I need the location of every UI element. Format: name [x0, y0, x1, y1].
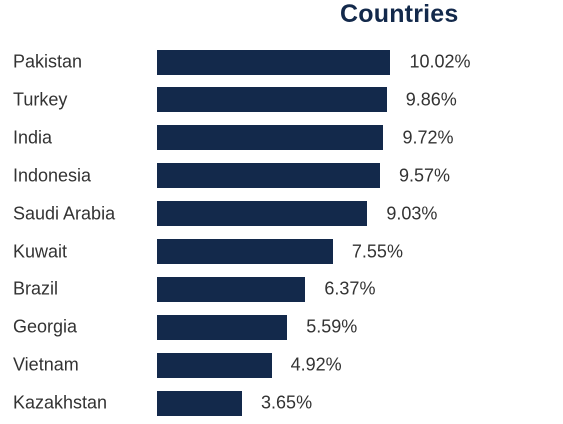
category-label: Kazakhstan	[13, 392, 108, 413]
value-label: 9.57%	[398, 165, 451, 186]
bar	[157, 239, 333, 264]
category-label: Saudi Arabia	[13, 203, 116, 224]
category-label: Georgia	[13, 316, 78, 337]
value-label: 6.37%	[324, 278, 376, 299]
value-label: 9.03%	[386, 203, 438, 224]
category-label: Vietnam	[13, 354, 79, 375]
bar	[157, 163, 380, 189]
value-label: 4.92%	[290, 354, 342, 375]
bar	[157, 390, 243, 416]
bar	[157, 314, 288, 340]
bar	[157, 125, 384, 151]
category-label: Indonesia	[13, 165, 92, 186]
bar	[157, 352, 272, 378]
value-label: 7.55%	[351, 241, 403, 261]
value-label: 10.02%	[409, 51, 471, 72]
category-label: Turkey	[13, 89, 68, 110]
value-label: 5.59%	[306, 316, 358, 337]
bar	[157, 87, 387, 113]
category-label: India	[13, 127, 53, 148]
category-label: Brazil	[13, 278, 59, 299]
category-label: Kuwait	[13, 241, 68, 261]
category-label: Pakistan	[13, 51, 83, 72]
value-label: 9.86%	[405, 89, 457, 110]
bar	[157, 201, 368, 227]
bar	[157, 49, 391, 75]
value-label: 9.72%	[402, 127, 454, 148]
chart-title: Countries	[340, 0, 459, 28]
value-label: 3.65%	[261, 392, 313, 413]
bar	[157, 276, 306, 302]
